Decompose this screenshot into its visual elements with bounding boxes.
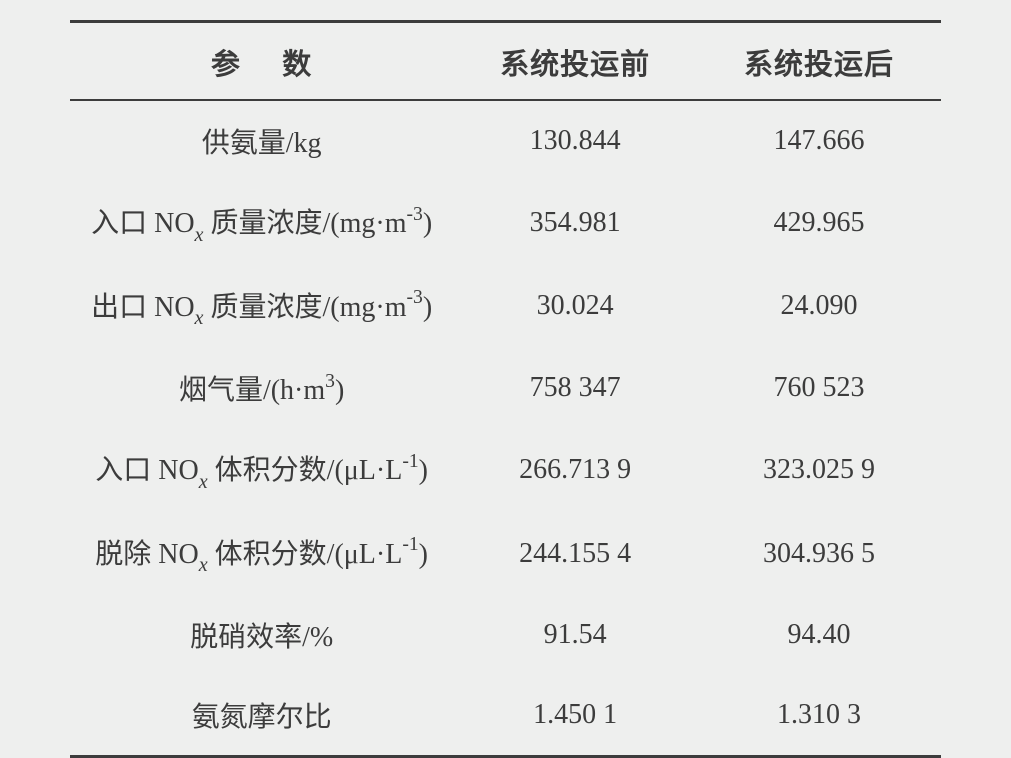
table-row: 烟气量/(h·m3) 758 347 760 523 bbox=[70, 348, 941, 428]
before-cell: 354.981 bbox=[453, 181, 697, 265]
col-header-parameter: 参 数 bbox=[70, 22, 453, 101]
before-cell: 1.450 1 bbox=[453, 675, 697, 757]
before-cell: 244.155 4 bbox=[453, 512, 697, 596]
col-header-before: 系统投运前 bbox=[453, 22, 697, 101]
param-cell: 烟气量/(h·m3) bbox=[70, 348, 453, 428]
after-cell: 760 523 bbox=[697, 348, 941, 428]
param-cell: 脱除 NOx 体积分数/(μL·L-1) bbox=[70, 512, 453, 596]
after-cell: 24.090 bbox=[697, 265, 941, 349]
table-row: 脱硝效率/% 91.54 94.40 bbox=[70, 595, 941, 675]
col-header-after: 系统投运后 bbox=[697, 22, 941, 101]
header-param-a: 参 bbox=[211, 49, 241, 81]
before-cell: 91.54 bbox=[453, 595, 697, 675]
table-row: 供氨量/kg 130.844 147.666 bbox=[70, 100, 941, 181]
param-text: 入口 NOx 质量浓度/(mg·m-3) bbox=[91, 201, 432, 245]
after-cell: 94.40 bbox=[697, 595, 941, 675]
after-cell: 323.025 9 bbox=[697, 428, 941, 512]
param-cell: 入口 NOx 质量浓度/(mg·m-3) bbox=[70, 181, 453, 265]
after-cell: 304.936 5 bbox=[697, 512, 941, 596]
param-cell: 供氨量/kg bbox=[70, 100, 453, 181]
param-text: 供氨量/kg bbox=[202, 121, 322, 161]
param-text: 脱除 NOx 体积分数/(μL·L-1) bbox=[95, 532, 428, 576]
table-row: 入口 NOx 质量浓度/(mg·m-3) 354.981 429.965 bbox=[70, 181, 941, 265]
after-cell: 429.965 bbox=[697, 181, 941, 265]
param-text: 脱硝效率/% bbox=[190, 615, 333, 655]
table-row: 氨氮摩尔比 1.450 1 1.310 3 bbox=[70, 675, 941, 757]
table-header-row: 参 数 系统投运前 系统投运后 bbox=[70, 22, 941, 101]
table-row: 入口 NOx 体积分数/(μL·L-1) 266.713 9 323.025 9 bbox=[70, 428, 941, 512]
param-text: 烟气量/(h·m3) bbox=[179, 368, 344, 408]
param-text: 入口 NOx 体积分数/(μL·L-1) bbox=[95, 448, 428, 492]
param-text: 出口 NOx 质量浓度/(mg·m-3) bbox=[91, 285, 432, 329]
table-row: 脱除 NOx 体积分数/(μL·L-1) 244.155 4 304.936 5 bbox=[70, 512, 941, 596]
param-cell: 脱硝效率/% bbox=[70, 595, 453, 675]
param-text: 氨氮摩尔比 bbox=[192, 695, 332, 735]
param-cell: 氨氮摩尔比 bbox=[70, 675, 453, 757]
after-cell: 147.666 bbox=[697, 100, 941, 181]
before-cell: 130.844 bbox=[453, 100, 697, 181]
param-cell: 入口 NOx 体积分数/(μL·L-1) bbox=[70, 428, 453, 512]
before-cell: 266.713 9 bbox=[453, 428, 697, 512]
after-cell: 1.310 3 bbox=[697, 675, 941, 757]
table-body: 供氨量/kg 130.844 147.666 入口 NOx 质量浓度/(mg·m… bbox=[70, 100, 941, 757]
header-param-b: 数 bbox=[282, 49, 312, 81]
before-cell: 758 347 bbox=[453, 348, 697, 428]
data-table: 参 数 系统投运前 系统投运后 供氨量/kg 130.844 147.666 入… bbox=[70, 20, 941, 758]
param-cell: 出口 NOx 质量浓度/(mg·m-3) bbox=[70, 265, 453, 349]
table-row: 出口 NOx 质量浓度/(mg·m-3) 30.024 24.090 bbox=[70, 265, 941, 349]
before-cell: 30.024 bbox=[453, 265, 697, 349]
